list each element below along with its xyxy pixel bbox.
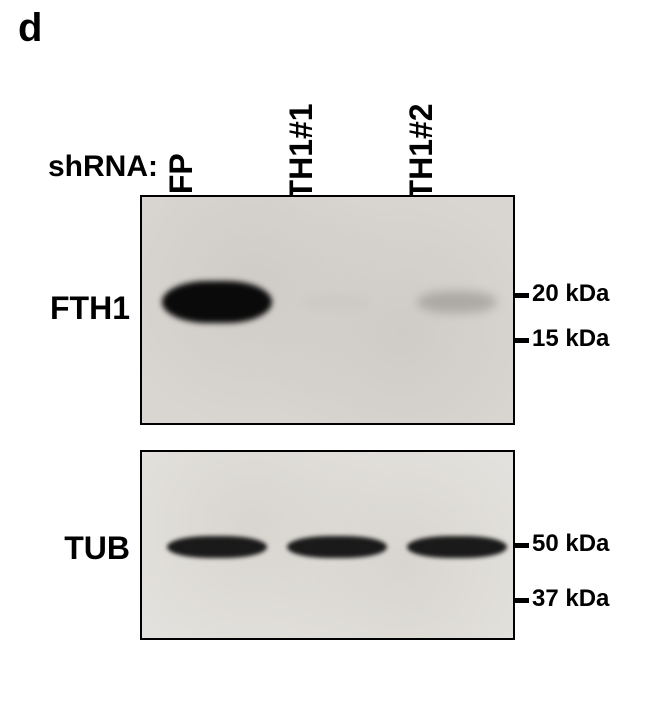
blot-tub (140, 450, 515, 640)
marker-tick (515, 543, 529, 548)
row-label-fth1: FTH1 (10, 290, 130, 327)
band (417, 291, 497, 313)
band (407, 536, 507, 558)
band (162, 281, 272, 323)
marker-tick (515, 598, 529, 603)
blot-fth1 (140, 195, 515, 425)
band (287, 536, 387, 558)
band (167, 536, 267, 558)
marker-label-20kda: 20 kDa (532, 280, 609, 308)
row-label-tub: TUB (10, 530, 130, 567)
band (302, 293, 372, 311)
marker-label-50kda: 50 kDa (532, 530, 609, 558)
row-header-shrna: shRNA: (18, 150, 158, 184)
panel-letter: d (18, 6, 42, 51)
marker-label-15kda: 15 kDa (532, 325, 609, 353)
marker-tick (515, 338, 529, 343)
marker-label-37kda: 37 kDa (532, 585, 609, 613)
marker-tick (515, 293, 529, 298)
